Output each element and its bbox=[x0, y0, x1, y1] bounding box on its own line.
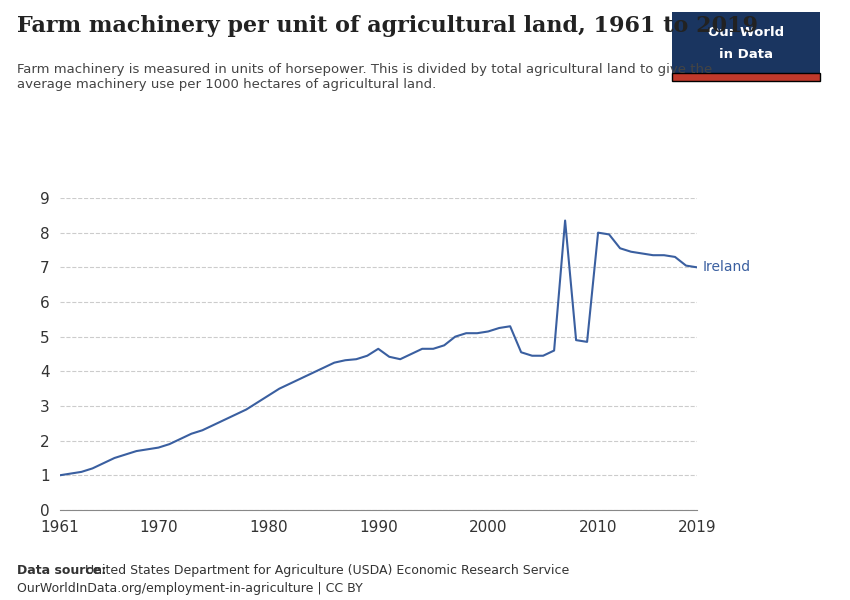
Text: Farm machinery per unit of agricultural land, 1961 to 2019: Farm machinery per unit of agricultural … bbox=[17, 15, 758, 37]
FancyBboxPatch shape bbox=[672, 73, 820, 81]
Text: in Data: in Data bbox=[719, 48, 773, 61]
Text: Data source:: Data source: bbox=[17, 564, 106, 577]
Text: OurWorldInData.org/employment-in-agriculture | CC BY: OurWorldInData.org/employment-in-agricul… bbox=[17, 582, 363, 595]
Text: Farm machinery is measured in units of horsepower. This is divided by total agri: Farm machinery is measured in units of h… bbox=[17, 63, 712, 91]
Text: Our World: Our World bbox=[708, 26, 784, 39]
Text: United States Department for Agriculture (USDA) Economic Research Service: United States Department for Agriculture… bbox=[81, 564, 569, 577]
Text: Ireland: Ireland bbox=[702, 260, 751, 274]
